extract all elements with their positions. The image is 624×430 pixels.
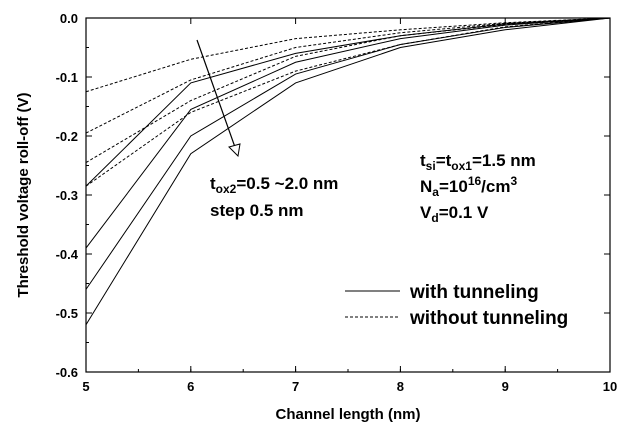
tox2-range-label: tox2=0.5 ~2.0 nm <box>210 174 338 196</box>
series-group <box>85 17 611 326</box>
legend-without-tunneling: without tunneling <box>409 308 568 329</box>
series-without-tunneling-8 <box>85 17 611 187</box>
series-without-tunneling-5 <box>85 17 611 93</box>
x-tick-label: 10 <box>603 379 617 394</box>
y-tick-label: 0.0 <box>60 11 78 26</box>
drain-voltage-label: Vd=0.1 V <box>420 203 489 225</box>
legend-with-tunneling: with tunneling <box>409 282 539 303</box>
y-tick-label: -0.2 <box>56 129 78 144</box>
x-tick-label: 5 <box>82 379 89 394</box>
y-tick-label: -0.5 <box>56 306 78 321</box>
y-axis-title: Threshold voltage roll-off (V) <box>15 92 32 297</box>
y-tick-label: -0.3 <box>56 188 78 203</box>
y-tick-label: -0.1 <box>56 70 78 85</box>
y-tick-label: -0.4 <box>56 247 79 262</box>
x-tick-label: 8 <box>397 379 404 394</box>
doping-param-label: Na=1016/cm3 <box>420 174 517 199</box>
series-with-tunneling-1 <box>85 17 611 249</box>
x-tick-label: 6 <box>187 379 194 394</box>
x-axis-title: Channel length (nm) <box>276 406 421 423</box>
series-with-tunneling-3 <box>85 17 611 326</box>
x-tick-label: 9 <box>502 379 509 394</box>
legend: with tunneling without tunneling <box>345 282 568 329</box>
series-without-tunneling-6 <box>85 17 611 134</box>
thickness-param-label: tsi=tox1=1.5 nm <box>420 151 536 173</box>
step-label: step 0.5 nm <box>210 201 304 220</box>
x-tick-label: 7 <box>292 379 299 394</box>
trend-arrow <box>196 39 241 158</box>
series-without-tunneling-7 <box>85 17 611 163</box>
y-tick-label: -0.6 <box>56 365 78 380</box>
axis-ticks: 5 6 7 8 9 10 0.0 -0.1 -0.2 -0.3 -0.4 -0.5 -0.6 <box>56 11 618 394</box>
